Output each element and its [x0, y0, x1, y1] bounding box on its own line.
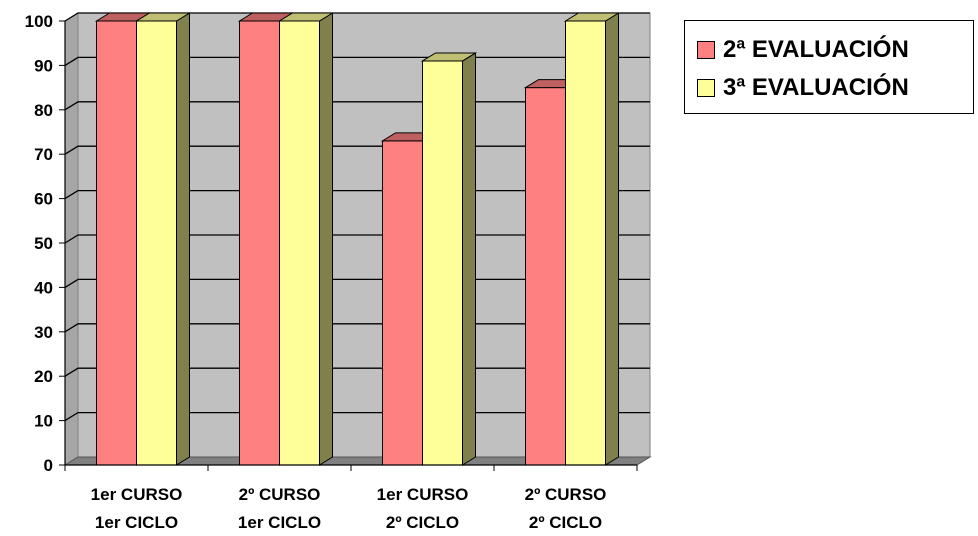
bar-front: [279, 20, 320, 466]
legend-swatch-series-2: [697, 79, 715, 97]
x-category-label: 2º CICLO: [386, 513, 459, 532]
bar-2-2: [277, 12, 335, 466]
gridline: [64, 12, 650, 22]
y-tick-label: 100: [25, 12, 53, 31]
bar-top: [134, 12, 192, 22]
legend-label-series-1: 2ª EVALUACIÓN: [723, 36, 909, 63]
bar-side: [319, 12, 333, 466]
y-tick-labels: 0 10 20 30 40 50 60 70 80 90 100: [25, 12, 53, 475]
bar-2-3: [420, 52, 478, 466]
bar-front: [525, 87, 566, 466]
y-tick-label: 40: [34, 278, 53, 297]
bar-side: [462, 52, 476, 466]
x-category-label: 1er CURSO: [91, 485, 183, 504]
legend: 2ª EVALUACIÓN 3ª EVALUACIÓN: [684, 20, 974, 114]
x-category-label: 2º CICLO: [529, 513, 602, 532]
y-tick-label: 80: [34, 101, 53, 120]
bar-front: [136, 20, 177, 466]
bar-top: [563, 12, 621, 22]
x-category-label: 2º CURSO: [525, 485, 607, 504]
axes: [59, 20, 638, 471]
y-tick-label: 70: [34, 145, 53, 164]
y-tick-label: 50: [34, 234, 53, 253]
x-category-label: 2º CURSO: [239, 485, 321, 504]
x-category-label: 1er CICLO: [95, 513, 178, 532]
x-category-label: 1er CICLO: [238, 513, 321, 532]
y-tick-label: 90: [34, 56, 53, 75]
bar-front: [422, 60, 463, 466]
y-tick-label: 0: [44, 456, 53, 475]
legend-item-series-2: 3ª EVALUACIÓN: [697, 73, 909, 103]
y-tick-label: 60: [34, 190, 53, 209]
bars: [94, 12, 621, 466]
bar-2-4: [563, 12, 621, 466]
bar-front: [565, 20, 606, 466]
y-tick-label: 20: [34, 367, 53, 386]
bar-top: [420, 52, 478, 62]
y-tick-label: 30: [34, 323, 53, 342]
bar-front: [239, 20, 280, 466]
bar-front: [382, 140, 423, 466]
legend-label-series-2: 3ª EVALUACIÓN: [723, 74, 909, 101]
bar-side: [605, 12, 619, 466]
legend-swatch-series-1: [697, 41, 715, 59]
legend-item-series-1: 2ª EVALUACIÓN: [697, 35, 909, 65]
bar-2-1: [134, 12, 192, 466]
bar-side: [176, 12, 190, 466]
bar-top: [277, 12, 335, 22]
x-category-label: 1er CURSO: [377, 485, 469, 504]
x-category-labels: 1er CURSO 1er CICLO 2º CURSO 1er CICLO 1er C…: [91, 485, 607, 532]
bar-front: [96, 20, 137, 466]
y-tick-label: 10: [34, 412, 53, 431]
